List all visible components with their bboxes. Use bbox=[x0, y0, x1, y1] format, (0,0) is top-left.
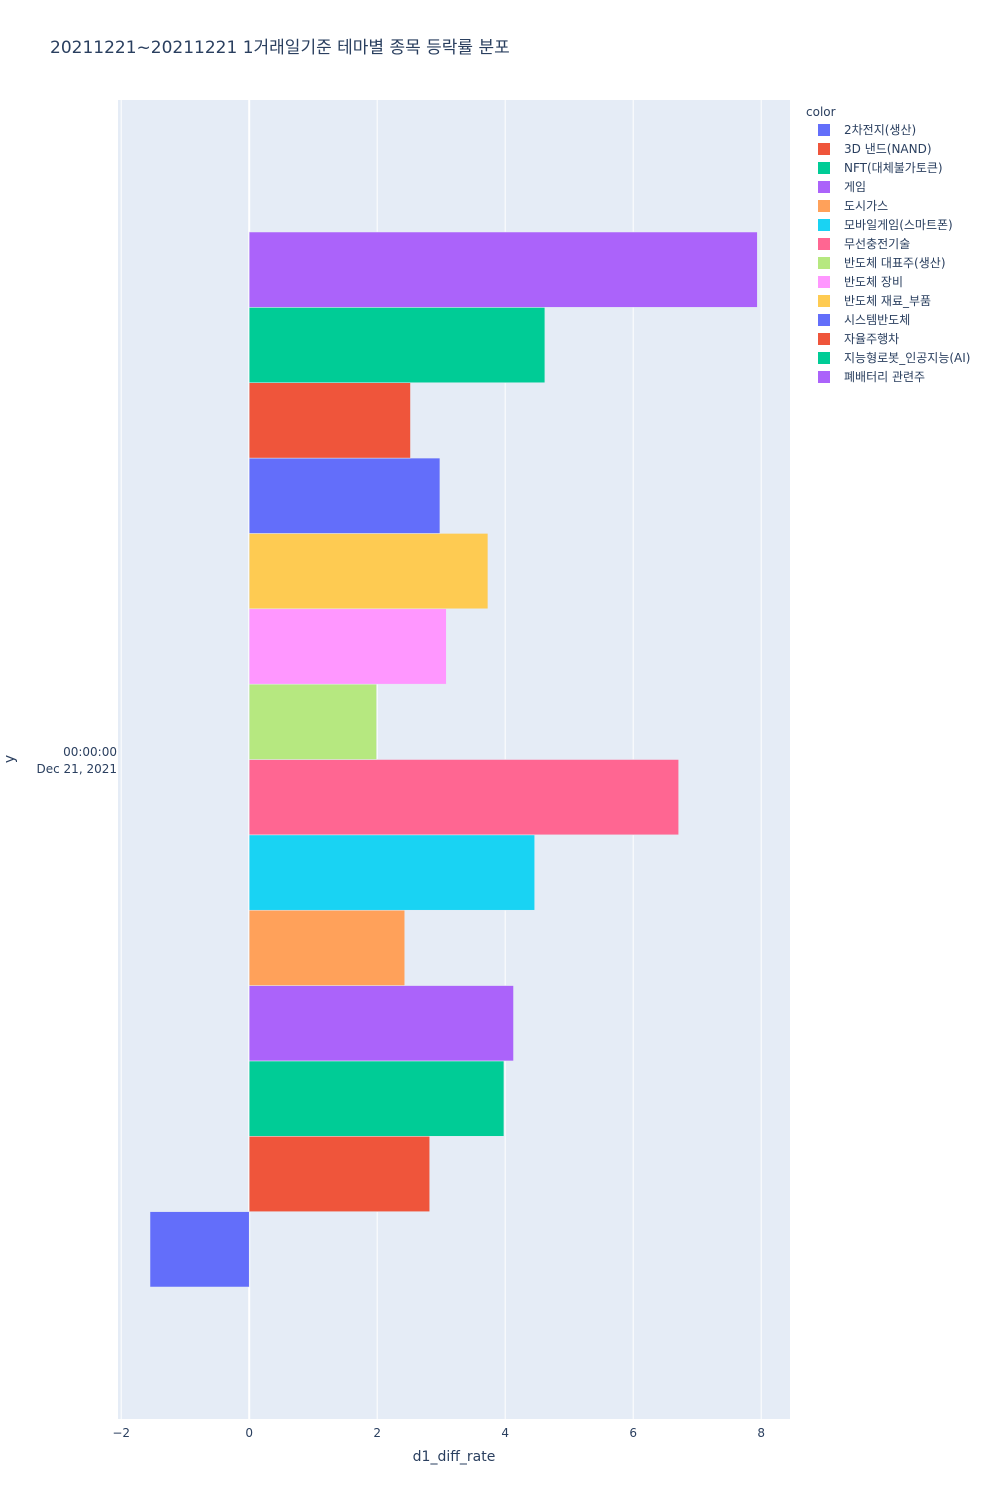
legend-swatch bbox=[818, 200, 830, 212]
legend-item[interactable]: 무선충전기술 bbox=[818, 237, 910, 251]
bars bbox=[149, 231, 758, 1288]
y-category-label-time: 00:00:00 bbox=[63, 745, 117, 759]
x-tick-label: 8 bbox=[757, 1426, 765, 1440]
y-axis-title: y bbox=[2, 755, 18, 763]
legend-label: 무선충전기술 bbox=[844, 237, 910, 251]
legend: color 2차전지(생산) 3D 낸드(NAND) NFT(대체불가토큰) 게임도시… bbox=[806, 105, 970, 384]
x-tick-label: 0 bbox=[245, 1426, 253, 1440]
legend-label: 반도체 재료_부품 bbox=[844, 294, 931, 308]
legend-label: 도시가스 bbox=[844, 199, 888, 213]
x-tick-label: −2 bbox=[112, 1426, 130, 1440]
legend-item[interactable]: 폐배터리 관련주 bbox=[818, 370, 925, 384]
x-axis-ticks: −2 0 2 4 6 8 bbox=[112, 1426, 765, 1440]
bar-12[interactable] bbox=[248, 382, 411, 459]
bar-1[interactable] bbox=[149, 1211, 250, 1288]
legend-item[interactable]: 반도체 재료_부품 bbox=[818, 294, 931, 308]
x-axis-title: d1_diff_rate bbox=[413, 1449, 496, 1465]
bar-6[interactable] bbox=[248, 834, 535, 911]
chart-title: 20211221~20211221 1거래일기준 테마별 종목 등락률 분포 bbox=[50, 38, 510, 58]
legend-label: 게임 bbox=[844, 180, 866, 194]
legend-swatch bbox=[818, 257, 830, 269]
legend-swatch bbox=[818, 314, 830, 326]
bar-13[interactable] bbox=[248, 307, 546, 383]
bar-14[interactable] bbox=[248, 231, 758, 308]
legend-label: NFT(대체불가토큰) bbox=[844, 161, 943, 175]
bar-5[interactable] bbox=[248, 909, 405, 986]
legend-swatch bbox=[818, 371, 830, 383]
x-tick-label: 4 bbox=[501, 1426, 509, 1440]
legend-label: 3D 낸드(NAND) bbox=[844, 142, 932, 156]
legend-item[interactable]: 시스템반도체 bbox=[818, 313, 910, 327]
bar-8[interactable] bbox=[248, 683, 377, 760]
legend-title: color bbox=[806, 105, 836, 119]
legend-swatch bbox=[818, 143, 830, 155]
x-tick-label: 2 bbox=[373, 1426, 381, 1440]
legend-label: 2차전지(생산) bbox=[844, 123, 916, 137]
legend-swatch bbox=[818, 162, 830, 174]
legend-label: 폐배터리 관련주 bbox=[844, 370, 925, 384]
bar-10[interactable] bbox=[248, 533, 489, 610]
legend-swatch bbox=[818, 295, 830, 307]
legend-label: 모바일게임(스마트폰) bbox=[844, 218, 953, 232]
legend-item[interactable]: 3D 낸드(NAND) bbox=[818, 142, 932, 156]
legend-swatch bbox=[818, 219, 830, 231]
bar-7[interactable] bbox=[248, 759, 679, 836]
legend-item[interactable]: 반도체 대표주(생산) bbox=[818, 256, 946, 270]
legend-swatch bbox=[818, 181, 830, 193]
legend-item[interactable]: 지능형로봇_인공지능(AI) bbox=[818, 351, 970, 365]
x-tick-label: 6 bbox=[629, 1426, 637, 1440]
legend-label: 시스템반도체 bbox=[844, 313, 910, 327]
legend-label: 자율주행차 bbox=[844, 331, 899, 346]
legend-label: 반도체 장비 bbox=[844, 275, 903, 289]
legend-item[interactable]: 모바일게임(스마트폰) bbox=[818, 218, 953, 232]
bar-9[interactable] bbox=[248, 608, 447, 685]
legend-label: 반도체 대표주(생산) bbox=[844, 256, 946, 270]
legend-swatch bbox=[818, 124, 830, 136]
legend-label: 지능형로봇_인공지능(AI) bbox=[844, 351, 970, 365]
legend-item[interactable]: 자율주행차 bbox=[818, 331, 899, 346]
bar-4[interactable] bbox=[248, 985, 514, 1062]
bar-2[interactable] bbox=[248, 1136, 430, 1212]
legend-item[interactable]: 반도체 장비 bbox=[818, 275, 903, 289]
bar-3[interactable] bbox=[248, 1060, 505, 1137]
legend-item[interactable]: 도시가스 bbox=[818, 199, 888, 213]
bar-11[interactable] bbox=[248, 457, 441, 534]
legend-swatch bbox=[818, 333, 830, 345]
legend-swatch bbox=[818, 238, 830, 250]
legend-swatch bbox=[818, 352, 830, 364]
legend-swatch bbox=[818, 276, 830, 288]
legend-item[interactable]: 게임 bbox=[818, 180, 866, 194]
y-category-label-date: Dec 21, 2021 bbox=[37, 762, 117, 776]
legend-item[interactable]: NFT(대체불가토큰) bbox=[818, 161, 943, 175]
legend-item[interactable]: 2차전지(생산) bbox=[818, 123, 916, 137]
